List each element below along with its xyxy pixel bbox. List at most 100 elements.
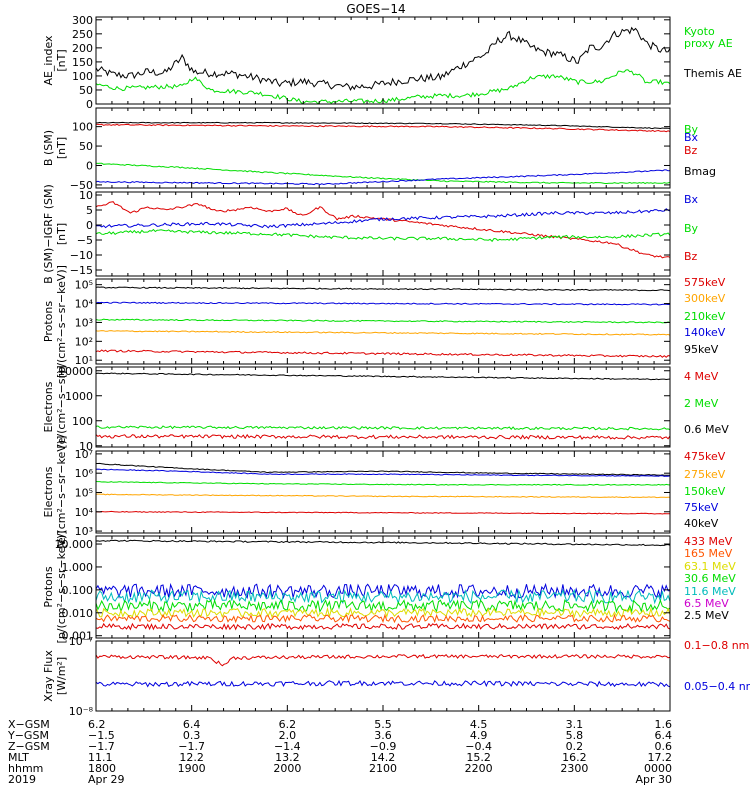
y-tick-label: 250 [72,28,93,41]
ephemeris-value: 4.9 [470,729,488,742]
y-tick-label: 10³ [75,316,93,329]
ephemeris-value: 11.1 [88,751,113,764]
series-line [96,201,670,259]
series-line [96,301,670,306]
ephemeris-value: 12.2 [179,751,204,764]
series-line [96,208,670,229]
y-axis-label: [e/(cm²−s−sr)] [55,365,68,448]
y-tick-label: 0 [86,159,93,172]
y-tick-label: 100 [72,70,93,83]
series-line [96,286,670,292]
ephemeris-value: −1.5 [88,729,115,742]
ephemeris-row-label: MLT [8,751,29,764]
ephemeris-value: −1.4 [274,740,301,753]
legend-entry: 4 MeV [684,370,719,383]
y-tick-label: 5 [86,204,93,217]
ephemeris-value: 14.2 [371,751,396,764]
y-axis-label: [W/m²] [55,657,68,695]
legend-entry: 95keV [684,343,719,356]
series-line [96,606,670,619]
y-axis-label: [e/(cm²−s−sr−keV)] [55,436,68,549]
ephemeris-value: 17.2 [648,751,673,764]
panel-frame [95,107,671,189]
y-axis-label: Electrons [42,381,55,432]
legend-entry: 30.6 MeV [684,572,736,585]
series-line [96,462,670,476]
legend-entry: 75keV [684,501,719,514]
y-tick-label: −50 [70,179,93,192]
legend-entry: 275keV [684,468,726,481]
ephemeris-value: 5.8 [566,729,584,742]
legend-entry: 0.6 MeV [684,423,729,436]
ephemeris-value: −0.4 [465,740,492,753]
y-tick-label: 150 [72,56,93,69]
ephemeris-row-label: 2019 [8,773,36,786]
panel-3: 10 5 0 −5 −10 −15 B (SM)−IGRF (SM) [nT] Bx By Bz [42,184,699,284]
y-tick-label: −10 [70,249,93,262]
panel-5: 10000 1000 100 10 Electrons [e/(cm²−s−sr)] 4 M… [42,365,729,453]
ephemeris-value: −1.7 [178,740,205,753]
y-tick-label: 0 [86,219,93,232]
series-line [96,26,670,92]
panel-8: 10⁻⁷ 10⁻⁸ Xray Flux [W/m²] 0.1−0.8 nm 0.05−0.… [42,635,750,718]
series-line [96,613,670,624]
panel-frame [95,640,671,712]
legend-entry: 0.1−0.8 nm [684,639,749,652]
ephemeris-value: 2200 [465,762,493,775]
legend-entry: Bmag [684,165,716,178]
legend-entry: 6.5 MeV [684,597,729,610]
y-tick-label: 10⁶ [75,467,94,480]
panel-frame [95,450,671,534]
legend-entry: 40keV [684,517,719,530]
ephemeris-row-label: X−GSM [8,718,50,731]
ephemeris-value: 0000 [644,762,672,775]
series-line [96,622,670,631]
ephemeris-value: 6.4 [183,718,201,731]
y-tick-label: 100 [72,415,93,428]
series-line [96,588,670,605]
ephemeris-value: 2300 [560,762,588,775]
y-tick-label: 10.000 [55,538,94,551]
ephemeris-value: Apr 29 [88,773,125,786]
y-tick-label: 10⁷ [75,448,93,461]
y-tick-label: 100 [72,121,93,134]
ephemeris-value: 1800 [88,762,116,775]
y-tick-label: 0.100 [62,584,94,597]
ephemeris-value: 6.2 [88,718,106,731]
series-line [96,349,670,358]
legend-entry: Bz [684,144,698,157]
panel-frame [95,191,671,277]
series-line [96,582,670,600]
y-tick-label: 10⁵ [75,486,93,499]
panel-7: 10.000 1.000 0.100 0.010 0.001 Protons [p/(cm²… [42,531,736,644]
ephemeris-value: −0.9 [370,740,397,753]
ephemeris-value: 6.4 [655,729,673,742]
legend-entry: 11.6 MeV [684,585,736,598]
y-tick-label: 0.001 [62,630,94,643]
series-line [96,481,670,486]
series-line [96,330,670,336]
ephemeris-value: 2100 [369,762,397,775]
legend-entry: By [684,222,699,235]
y-tick-label: 50 [79,84,93,97]
ephemeris-table: X−GSMY−GSMZ−GSMMLThhmm20196.2−1.5−1.711.… [7,718,672,786]
legend-entry: 210keV [684,310,726,323]
y-tick-label: 10² [75,335,93,348]
y-tick-label: 10⁵ [75,279,93,292]
series-line [96,493,670,499]
legend-entry: 300keV [684,292,726,305]
legend-entry: Bx [684,193,699,206]
ephemeris-value: 4.5 [470,718,488,731]
legend-entry: Bx [684,131,699,144]
series-line [96,468,670,477]
legend-entry: proxy AE [684,37,733,50]
ephemeris-value: −1.7 [88,740,115,753]
y-axis-label: [nT] [55,223,68,245]
series-line [96,318,670,324]
y-tick-label: 1000 [65,390,93,403]
y-axis-label: AE_index [42,35,55,86]
y-axis-label: [p/(cm²−s−sr−keV)] [55,265,68,378]
series-line [96,228,670,243]
